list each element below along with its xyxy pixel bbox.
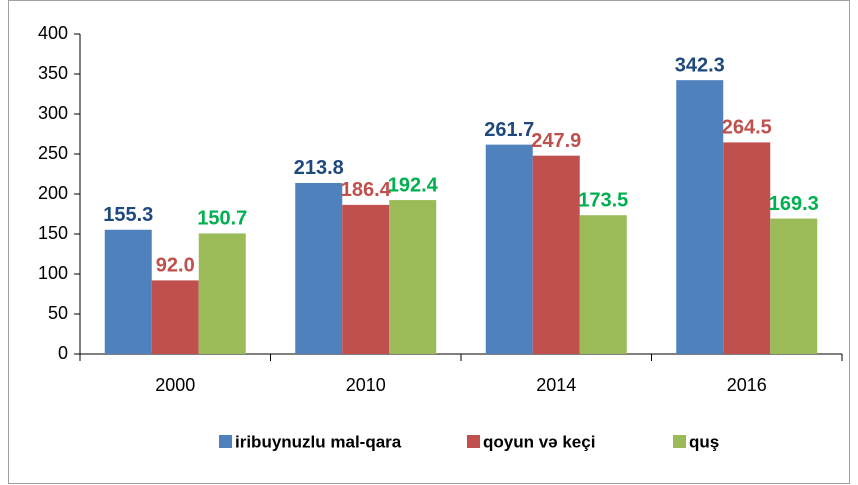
value-label: 155.3 <box>103 204 153 226</box>
legend-label: quş <box>689 432 719 451</box>
legend-swatch <box>219 435 232 448</box>
value-label: 150.7 <box>197 208 247 230</box>
value-label: 186.4 <box>341 179 392 201</box>
legend-label: iribuynuzlu mal-qara <box>235 432 402 451</box>
y-tick-label: 100 <box>38 263 68 283</box>
legend-label: qoyun və keçi <box>483 432 595 451</box>
value-label: 261.7 <box>484 119 534 141</box>
x-tick-label: 2000 <box>155 375 195 395</box>
y-tick-label: 250 <box>38 143 68 163</box>
value-label: 342.3 <box>675 54 725 76</box>
x-tick-label: 2016 <box>727 375 767 395</box>
bar <box>723 142 771 354</box>
y-tick-label: 400 <box>38 23 68 43</box>
legend-swatch <box>673 435 686 448</box>
y-tick-label: 350 <box>38 63 68 83</box>
value-label: 173.5 <box>578 189 628 211</box>
y-tick-label: 50 <box>48 303 68 323</box>
bar <box>198 233 246 354</box>
legend-swatch <box>467 435 480 448</box>
bar <box>151 280 199 354</box>
bar <box>676 80 724 354</box>
y-tick-label: 200 <box>38 183 68 203</box>
y-tick-label: 300 <box>38 103 68 123</box>
bar <box>295 182 343 354</box>
bar <box>579 215 627 354</box>
y-tick-label: 0 <box>58 343 68 363</box>
bar <box>485 144 533 354</box>
value-label: 92.0 <box>156 255 195 277</box>
bar <box>104 229 152 354</box>
value-label: 264.5 <box>722 117 772 139</box>
y-tick-label: 150 <box>38 223 68 243</box>
value-label: 247.9 <box>531 130 581 152</box>
bar <box>342 204 390 354</box>
value-label: 192.4 <box>388 174 439 196</box>
x-tick-label: 2010 <box>346 375 386 395</box>
x-tick-label: 2014 <box>536 375 576 395</box>
value-label: 169.3 <box>769 193 819 215</box>
value-label: 213.8 <box>294 157 344 179</box>
bar <box>389 200 437 354</box>
bar <box>770 218 818 354</box>
bar <box>532 155 580 354</box>
